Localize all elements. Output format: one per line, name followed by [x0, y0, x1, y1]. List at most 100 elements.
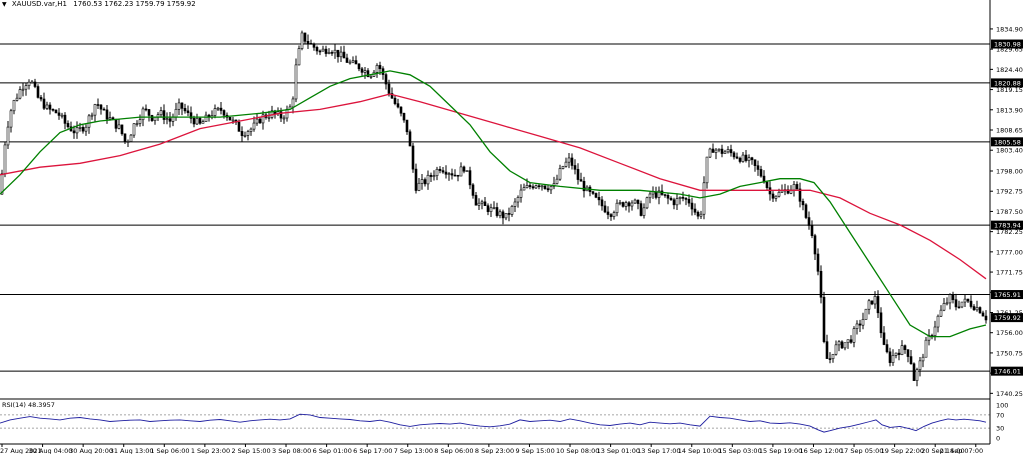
candle-body — [642, 207, 646, 216]
candle-body — [468, 170, 472, 186]
candle-body — [255, 118, 259, 124]
candle-body — [666, 195, 670, 199]
ma-fast-line — [0, 70, 987, 338]
candle-body — [57, 112, 61, 116]
candle-body — [231, 119, 235, 122]
candle-body — [498, 211, 502, 216]
candle-body — [159, 110, 163, 116]
time-tick-label: 6 Sep 01:00 — [313, 447, 352, 454]
candle-body — [102, 108, 106, 111]
candle-body — [744, 154, 748, 161]
candle-body — [345, 57, 349, 63]
candle-body — [678, 196, 682, 199]
candle-body — [450, 173, 454, 176]
candle-body — [615, 202, 619, 214]
candle-body — [192, 118, 196, 125]
candle-body — [546, 188, 550, 191]
candle-body — [63, 114, 67, 124]
candle-body — [54, 109, 58, 114]
candle-body — [18, 89, 22, 99]
price-tick-label: 1824.40 — [996, 66, 1023, 74]
candle-body — [60, 114, 64, 117]
time-tick-label: 13 Sep 01:00 — [597, 447, 640, 454]
candle-body — [123, 133, 127, 142]
candle-body — [465, 170, 469, 172]
candle-body — [888, 351, 892, 363]
candle-body — [624, 202, 628, 207]
candle-body — [294, 64, 298, 100]
candle-body — [39, 97, 43, 100]
candle-body — [249, 128, 253, 132]
candle-body — [582, 180, 586, 192]
candle-body — [558, 168, 562, 180]
candle-body — [618, 202, 622, 204]
time-tick-label: 1 Sep 23:00 — [191, 447, 230, 454]
candle-body — [99, 104, 103, 110]
price-tags: 1830.98 1820.88 1805.58 1783.94 1765.91 1746.… — [991, 39, 1023, 376]
candle-body — [252, 122, 256, 130]
candle-body — [942, 303, 946, 311]
candle-body — [981, 312, 985, 317]
time-tick-label: 9 Sep 15:00 — [515, 447, 554, 454]
candle-body — [216, 107, 220, 110]
candle-body — [327, 52, 331, 54]
candle-body — [318, 50, 322, 53]
price-tick-label: 1792.75 — [996, 188, 1023, 196]
price-tick-label: 1756.00 — [996, 329, 1023, 337]
time-tick-label: 3 Sep 08:00 — [272, 447, 311, 454]
candle-body — [759, 169, 763, 177]
time-tick-label: 15 Sep 03:00 — [718, 447, 761, 454]
candle-body — [816, 253, 820, 272]
chart-title: ▼ XAUUSD.var,H1 1760.53 1762.23 1759.79 … — [2, 0, 196, 8]
candle-body — [723, 151, 727, 154]
candle-body — [735, 156, 739, 159]
price-tick-label: 1782.25 — [996, 228, 1023, 236]
candle-body — [549, 186, 553, 191]
time-tick-label: 13 Sep 17:00 — [637, 447, 680, 454]
candle-body — [804, 204, 808, 218]
candle-body — [36, 86, 40, 98]
candle-body — [96, 104, 100, 106]
price-tick-label: 1829.65 — [996, 46, 1023, 54]
candle-body — [501, 211, 505, 219]
candle-body — [834, 344, 838, 355]
candle-body — [483, 201, 487, 206]
candle-body — [312, 43, 316, 48]
candle-body — [492, 207, 496, 209]
candle-body — [228, 116, 232, 121]
candle-body — [489, 207, 493, 212]
price-tag-label: 1765.91 — [994, 291, 1021, 299]
candle-body — [681, 196, 685, 199]
candle-body — [702, 182, 706, 215]
candle-body — [864, 308, 868, 320]
rsi-line — [0, 413, 987, 433]
candle-body — [819, 270, 823, 298]
triangle-down-icon[interactable]: ▼ — [2, 1, 7, 8]
candle-body — [126, 141, 130, 143]
candle-body — [105, 109, 109, 120]
candle-body — [756, 165, 760, 170]
candle-body — [363, 70, 367, 73]
price-tick-label: 1808.65 — [996, 126, 1023, 134]
time-tick-label: 16 Sep 12:00 — [799, 447, 842, 454]
candle-body — [915, 369, 919, 381]
candle-body — [873, 296, 877, 305]
candle-body — [282, 117, 286, 120]
candle-body — [972, 306, 976, 311]
candle-body — [480, 201, 484, 204]
candle-body — [357, 63, 361, 70]
candle-body — [435, 168, 439, 177]
candle-body — [0, 173, 4, 195]
candle-body — [444, 171, 448, 175]
candle-body — [858, 323, 862, 326]
candle-body — [672, 199, 676, 206]
candle-body — [243, 135, 247, 137]
price-tag-box — [991, 313, 1023, 323]
candle-body — [612, 212, 616, 217]
candle-body — [954, 299, 958, 308]
candle-body — [570, 157, 574, 166]
candle-body — [315, 47, 319, 52]
candle-body — [741, 154, 745, 162]
